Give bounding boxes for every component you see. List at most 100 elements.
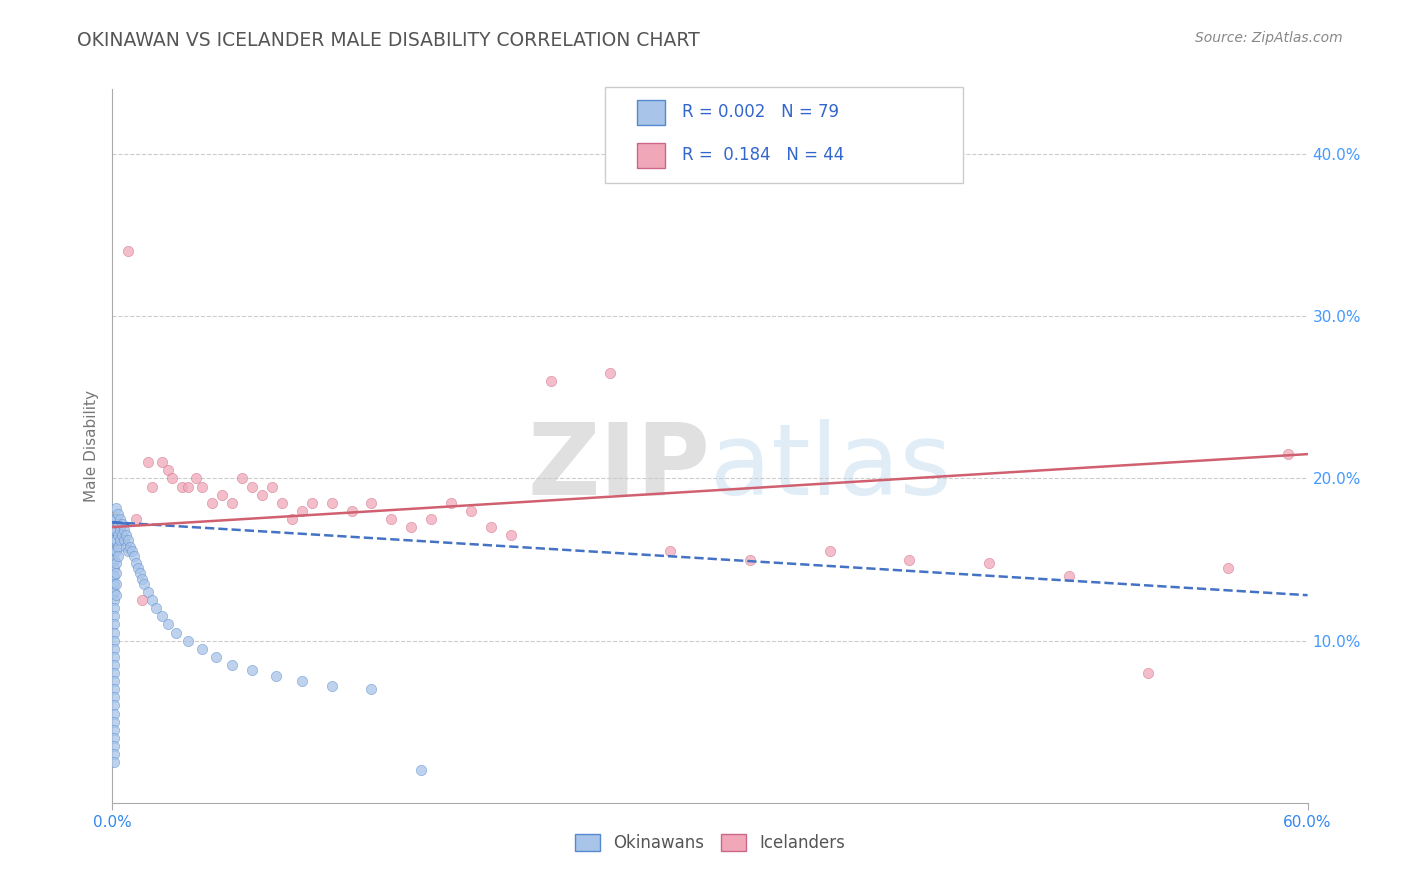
Point	[103, 617, 125, 632]
Point	[105, 556, 128, 570]
Point	[270, 496, 292, 510]
Point	[250, 488, 273, 502]
Point	[264, 669, 287, 683]
Point	[540, 374, 562, 388]
Point	[103, 633, 125, 648]
Text: R = 0.002   N = 79: R = 0.002 N = 79	[682, 103, 839, 121]
Y-axis label: Male Disability: Male Disability	[84, 390, 100, 502]
Point	[738, 552, 761, 566]
Point	[291, 504, 314, 518]
Point	[162, 471, 183, 485]
Point	[977, 556, 1000, 570]
Point	[107, 516, 129, 531]
Point	[105, 524, 128, 538]
Point	[103, 714, 125, 729]
Point	[191, 641, 214, 656]
Point	[124, 549, 146, 564]
Point	[103, 625, 125, 640]
Point	[114, 524, 135, 538]
Text: atlas: atlas	[710, 419, 952, 516]
Point	[1277, 447, 1299, 461]
Point	[211, 488, 233, 502]
Point	[380, 512, 402, 526]
Point	[105, 544, 128, 558]
Point	[231, 471, 253, 485]
Point	[440, 496, 463, 510]
Point	[103, 524, 125, 538]
Point	[103, 657, 125, 672]
Point	[103, 706, 125, 721]
Point	[127, 560, 149, 574]
Point	[191, 479, 214, 493]
Point	[103, 666, 125, 681]
Point	[240, 479, 263, 493]
Point	[150, 609, 173, 624]
Point	[103, 698, 125, 713]
Point	[291, 674, 314, 689]
Point	[125, 556, 148, 570]
Point	[114, 533, 135, 547]
Point	[177, 633, 200, 648]
Point	[117, 544, 139, 558]
Point	[110, 512, 132, 526]
Point	[107, 507, 129, 521]
Text: ZIP: ZIP	[527, 419, 710, 516]
Point	[460, 504, 482, 518]
Point	[240, 663, 263, 677]
Point	[898, 552, 921, 566]
Point	[103, 690, 125, 705]
Point	[599, 366, 621, 380]
Point	[103, 533, 125, 547]
Point	[110, 533, 132, 547]
Point	[420, 512, 443, 526]
Point	[103, 577, 125, 591]
Point	[115, 540, 138, 554]
Point	[105, 566, 128, 580]
Point	[201, 496, 224, 510]
Point	[103, 544, 125, 558]
Point	[157, 617, 180, 632]
Point	[260, 479, 283, 493]
Point	[103, 609, 125, 624]
Point	[103, 723, 125, 737]
Point	[105, 577, 128, 591]
Point	[340, 504, 363, 518]
Text: R =  0.184   N = 44: R = 0.184 N = 44	[682, 146, 844, 164]
Point	[105, 588, 128, 602]
Point	[131, 572, 153, 586]
Point	[659, 544, 682, 558]
Point	[107, 540, 129, 554]
Point	[107, 549, 129, 564]
Point	[129, 566, 152, 580]
Point	[107, 528, 129, 542]
Point	[141, 593, 163, 607]
Legend: Okinawans, Icelanders: Okinawans, Icelanders	[568, 827, 852, 859]
Point	[321, 496, 343, 510]
Point	[150, 455, 173, 469]
Point	[205, 649, 228, 664]
Point	[221, 657, 243, 672]
Point	[103, 568, 125, 582]
Point	[103, 747, 125, 761]
Point	[111, 528, 134, 542]
Point	[115, 528, 138, 542]
Point	[186, 471, 208, 485]
Point	[105, 500, 128, 515]
Point	[134, 577, 156, 591]
Point	[818, 544, 841, 558]
Point	[103, 560, 125, 574]
Point	[157, 463, 180, 477]
Point	[411, 764, 433, 778]
Point	[103, 674, 125, 689]
Point	[117, 533, 139, 547]
Point	[103, 756, 125, 770]
Point	[117, 244, 139, 259]
Point	[103, 649, 125, 664]
Point	[1216, 560, 1239, 574]
Point	[103, 512, 125, 526]
Text: Source: ZipAtlas.com: Source: ZipAtlas.com	[1195, 31, 1343, 45]
Point	[103, 601, 125, 615]
Point	[1057, 568, 1080, 582]
Point	[121, 544, 143, 558]
Point	[141, 479, 163, 493]
